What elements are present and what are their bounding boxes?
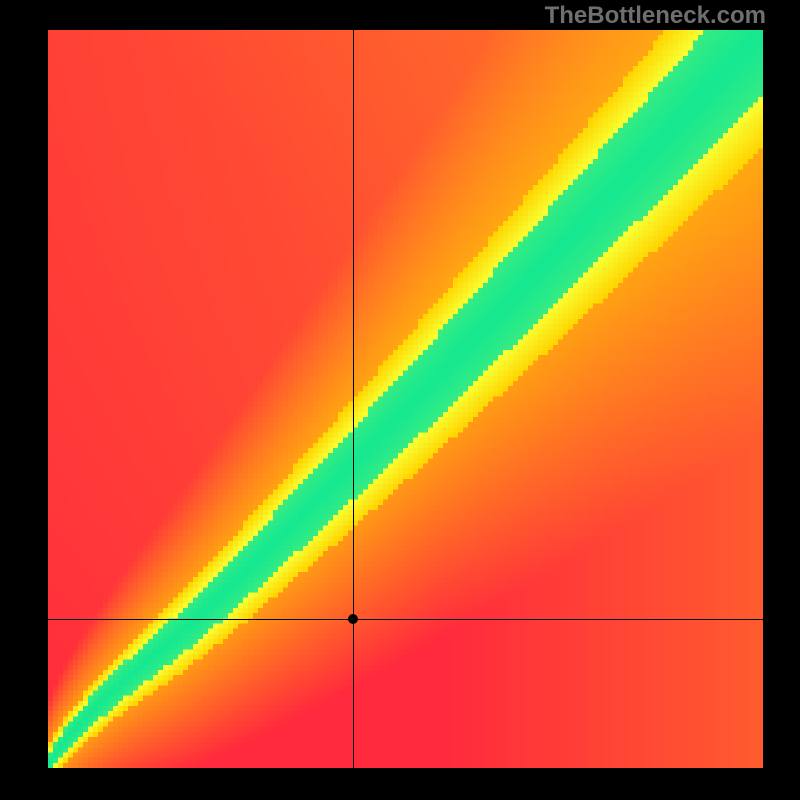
crosshair-vertical <box>353 30 354 768</box>
watermark-label: TheBottleneck.com <box>545 2 766 30</box>
heatmap-canvas <box>48 30 763 768</box>
marker-dot <box>348 614 358 624</box>
crosshair-horizontal <box>48 619 763 620</box>
heatmap-plot <box>48 30 763 768</box>
